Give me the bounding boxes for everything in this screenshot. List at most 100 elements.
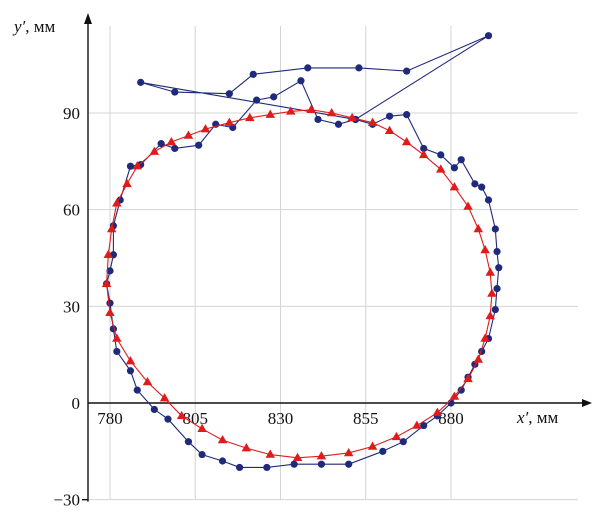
- data-point-triangle: [142, 377, 153, 386]
- data-point-circle: [317, 460, 326, 468]
- series-line: [106, 35, 500, 468]
- data-point-triangle: [343, 447, 354, 457]
- data-point-triangle: [200, 124, 211, 133]
- data-point-triangle: [183, 130, 194, 139]
- y-tick-label: 60: [63, 201, 80, 220]
- y-axis-unit: , мм: [25, 17, 55, 36]
- data-point-circle: [399, 438, 407, 446]
- data-point-circle: [386, 112, 394, 120]
- data-point-circle: [314, 115, 322, 124]
- data-point-triangle: [391, 431, 402, 441]
- data-point-circle: [304, 64, 312, 72]
- data-point-triangle: [103, 249, 114, 259]
- data-point-triangle: [485, 311, 495, 320]
- data-point-triangle: [480, 244, 490, 254]
- data-point-triangle: [384, 125, 395, 134]
- data-point-triangle: [485, 267, 495, 276]
- data-point-circle: [297, 77, 305, 85]
- axes: [82, 13, 592, 502]
- data-point-triangle: [412, 420, 422, 429]
- data-series: [101, 32, 503, 472]
- series-line: [106, 109, 493, 459]
- x-tick-label: 880: [438, 409, 464, 428]
- data-point-circle: [493, 285, 501, 293]
- x-tick-label: 805: [183, 409, 209, 428]
- data-point-triangle: [125, 356, 136, 365]
- x-axis-unit: , мм: [528, 408, 558, 427]
- series-circle: [102, 32, 503, 472]
- data-point-triangle: [106, 224, 117, 233]
- data-point-circle: [126, 367, 135, 375]
- data-point-triangle: [418, 149, 429, 159]
- y-tick-label: −30: [53, 491, 80, 510]
- data-point-triangle: [245, 112, 255, 122]
- data-point-triangle: [432, 407, 443, 416]
- y-tick-label: 30: [63, 297, 80, 316]
- data-point-triangle: [367, 117, 378, 126]
- data-point-circle: [263, 463, 271, 472]
- data-point-circle: [484, 32, 493, 40]
- data-point-circle: [195, 141, 203, 149]
- x-tick-label: 830: [268, 409, 294, 428]
- data-point-triangle: [122, 178, 132, 188]
- data-point-triangle: [306, 104, 316, 114]
- data-point-circle: [235, 463, 244, 472]
- data-point-circle: [495, 264, 503, 272]
- data-point-circle: [403, 67, 411, 75]
- data-point-circle: [198, 450, 206, 459]
- x-axis-arrow-icon: [582, 399, 592, 407]
- data-point-triangle: [132, 161, 143, 170]
- data-point-circle: [164, 415, 172, 423]
- data-point-triangle: [401, 137, 412, 146]
- data-point-circle: [113, 347, 121, 356]
- data-point-circle: [270, 93, 278, 101]
- data-point-triangle: [449, 391, 460, 400]
- data-point-triangle: [463, 201, 473, 210]
- data-point-circle: [491, 305, 499, 314]
- data-point-circle: [493, 247, 501, 256]
- data-point-circle: [106, 299, 114, 307]
- data-point-circle: [253, 96, 261, 104]
- y-tick-label: 0: [72, 394, 81, 413]
- grid: [88, 26, 578, 501]
- data-point-triangle: [217, 435, 228, 444]
- data-point-triangle: [480, 333, 490, 342]
- data-point-circle: [290, 460, 298, 468]
- series-triangle: [101, 104, 497, 462]
- data-point-circle: [420, 144, 428, 153]
- data-point-circle: [133, 386, 141, 394]
- data-point-triangle: [326, 108, 337, 117]
- data-point-circle: [218, 457, 227, 465]
- data-point-triangle: [265, 109, 276, 118]
- data-point-circle: [157, 140, 165, 148]
- data-point-triangle: [176, 410, 187, 420]
- data-point-circle: [457, 386, 465, 394]
- data-point-circle: [137, 78, 145, 86]
- data-point-triangle: [166, 137, 177, 146]
- data-point-triangle: [449, 182, 460, 191]
- data-point-circle: [437, 151, 445, 159]
- data-point-circle: [106, 267, 114, 275]
- data-point-triangle: [197, 423, 207, 433]
- x-axis-variable: x′: [516, 408, 529, 427]
- data-point-circle: [457, 156, 465, 164]
- data-point-triangle: [149, 146, 160, 155]
- data-point-circle: [450, 164, 459, 172]
- data-point-circle: [334, 120, 343, 128]
- data-point-circle: [150, 405, 158, 414]
- y-axis-variable: y′: [12, 17, 26, 36]
- x-axis-label: x′, мм: [516, 408, 559, 427]
- data-point-circle: [484, 196, 493, 204]
- data-point-circle: [478, 183, 486, 191]
- data-point-circle: [471, 180, 479, 188]
- data-point-circle: [171, 88, 179, 96]
- data-point-circle: [491, 225, 499, 233]
- data-point-circle: [184, 438, 193, 446]
- data-point-triangle: [112, 333, 122, 342]
- data-point-circle: [345, 460, 353, 468]
- y-axis-label: y′, мм: [12, 17, 56, 36]
- data-point-triangle: [265, 449, 276, 458]
- data-point-triangle: [473, 224, 484, 233]
- data-point-triangle: [463, 373, 473, 383]
